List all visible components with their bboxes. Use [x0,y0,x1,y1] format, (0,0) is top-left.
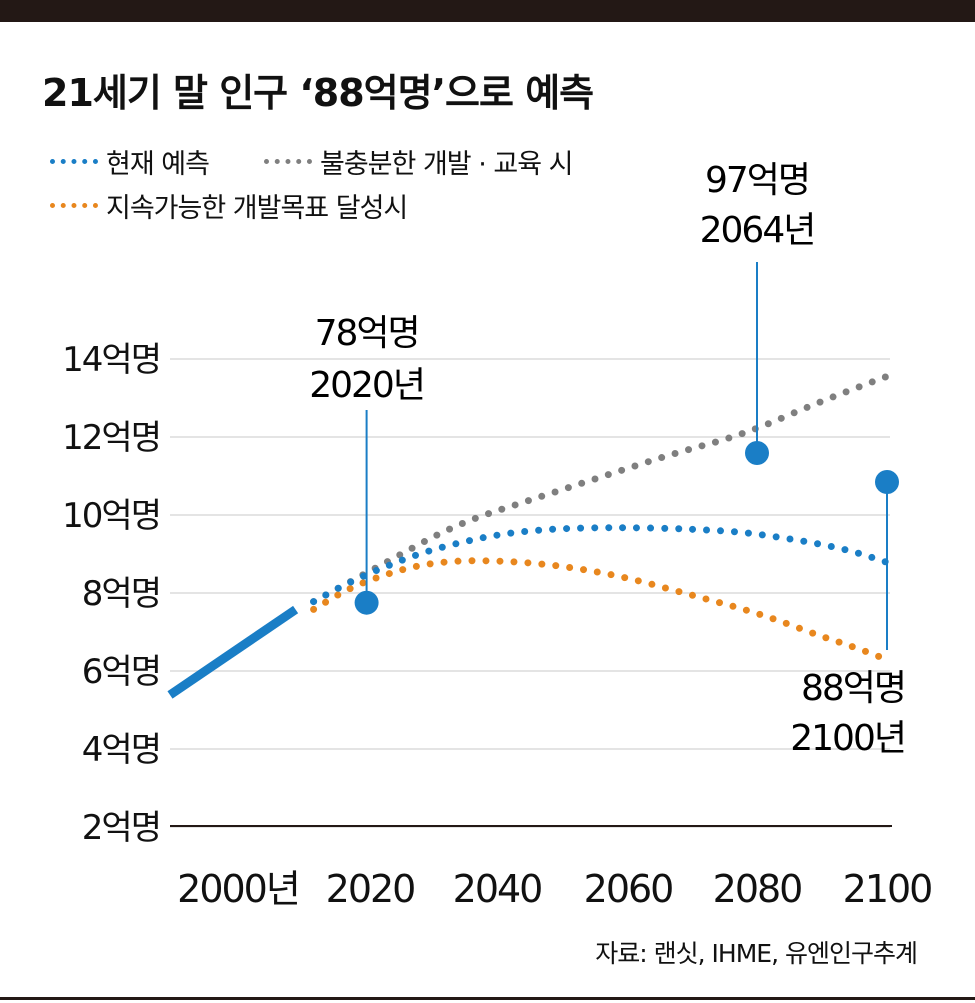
marker-peak [745,441,769,465]
legend-item-insufficient: 불충분한 개발 · 교육 시 [264,142,573,181]
y-tick-label: 8억명 [82,574,160,614]
series-sdg [310,557,892,664]
y-tick-label: 14억명 [62,340,160,380]
top-bar [0,0,975,22]
legend-label-insufficient: 불충분한 개발 · 교육 시 [320,149,573,180]
y-tick-label: 2억명 [82,808,160,848]
chart-title: 21세기 말 인구 ‘88억명’으로 예측 [42,71,594,115]
legend-label-current: 현재 예측 [106,149,210,180]
legend-item-sdg: 지속가능한 개발목표 달성시 [50,186,408,225]
legend-swatch-sdg [50,203,98,208]
series-insufficient [310,372,892,606]
annotation-year-peak: 2064년 [700,210,815,251]
legend-label-sdg: 지속가능한 개발목표 달성시 [106,193,408,224]
annotation-value-2020: 78억명 [315,313,419,354]
x-tick-label: 2000년 [177,867,299,911]
legend-swatch-current [50,159,98,164]
source-note: 자료: 랜싯, IHME, 유엔인구추계 [595,939,918,968]
historical-line [167,605,299,699]
x-tick-label: 2040 [453,867,542,911]
annotation-year-2020: 2020년 [309,365,424,406]
x-tick-label: 2100 [843,867,932,911]
legend-item-current: 현재 예측 [50,142,210,181]
y-tick-label: 10억명 [62,496,160,536]
legend-swatch-insufficient [264,159,312,164]
marker-2100 [875,470,899,494]
annotation-value-peak: 97억명 [705,160,809,201]
x-tick-label: 2020 [326,867,415,911]
annotation-year-2100: 2100년 [790,718,905,759]
bottom-rule [0,997,975,1000]
y-tick-label: 6억명 [82,652,160,692]
series-current-forecast [310,524,892,606]
x-tick-label: 2080 [713,867,802,911]
annotation-value-2100: 88억명 [801,668,905,709]
x-tick-label: 2060 [584,867,673,911]
y-tick-label: 4억명 [82,730,160,770]
marker-2020 [354,590,379,615]
y-tick-label: 12억명 [62,418,160,458]
